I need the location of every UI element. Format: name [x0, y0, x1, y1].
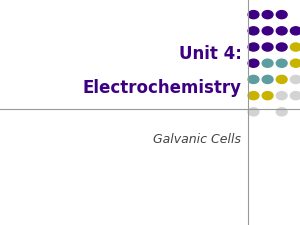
Circle shape — [276, 75, 287, 83]
Circle shape — [248, 59, 259, 67]
Circle shape — [290, 59, 300, 67]
Circle shape — [248, 75, 259, 83]
Circle shape — [262, 27, 273, 35]
Circle shape — [290, 92, 300, 100]
Circle shape — [276, 59, 287, 67]
Circle shape — [290, 43, 300, 51]
Circle shape — [248, 43, 259, 51]
Circle shape — [276, 11, 287, 19]
Circle shape — [262, 43, 273, 51]
Circle shape — [262, 59, 273, 67]
Circle shape — [262, 92, 273, 100]
Circle shape — [276, 43, 287, 51]
Circle shape — [248, 11, 259, 19]
Circle shape — [248, 92, 259, 100]
Circle shape — [290, 27, 300, 35]
Text: Galvanic Cells: Galvanic Cells — [154, 133, 242, 146]
Circle shape — [276, 108, 287, 116]
Circle shape — [248, 108, 259, 116]
Text: Electrochemistry: Electrochemistry — [82, 79, 242, 97]
Circle shape — [290, 75, 300, 83]
Circle shape — [248, 27, 259, 35]
Circle shape — [262, 11, 273, 19]
Circle shape — [262, 75, 273, 83]
Circle shape — [276, 27, 287, 35]
Text: Unit 4:: Unit 4: — [178, 45, 242, 63]
Circle shape — [276, 92, 287, 100]
